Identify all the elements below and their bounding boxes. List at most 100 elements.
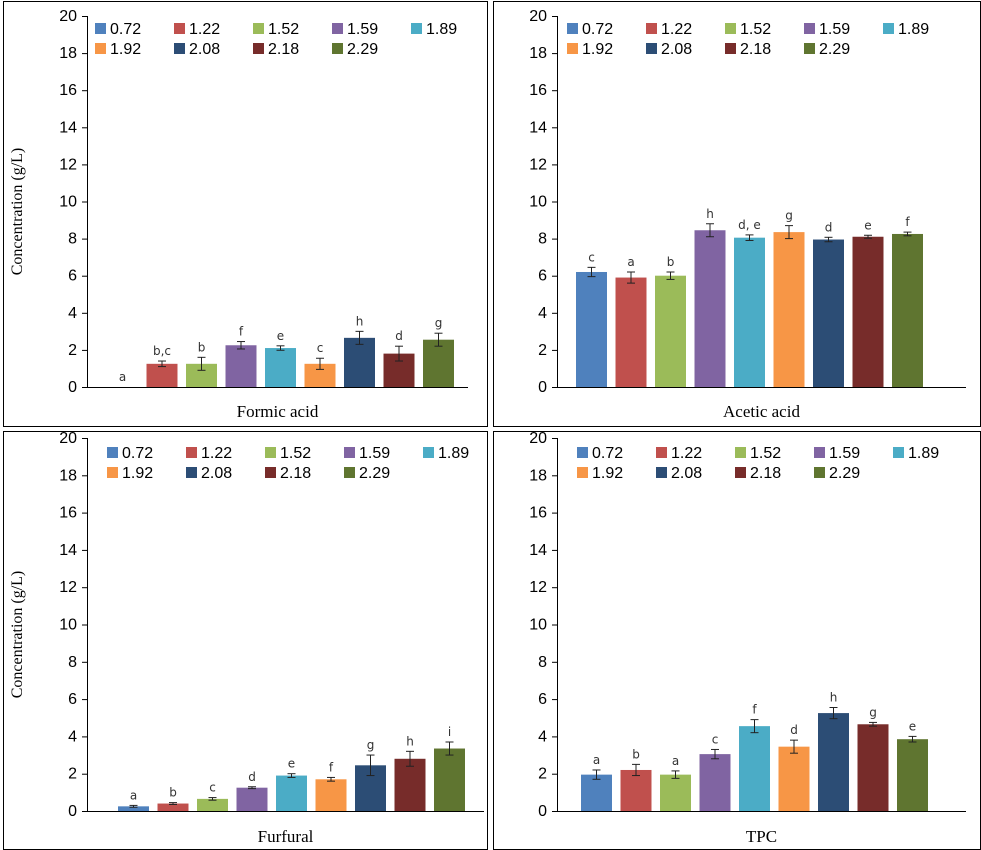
legend-swatch: [186, 467, 197, 478]
legend-entry: 2.18: [740, 41, 771, 58]
y-tick-label: 16: [529, 505, 547, 522]
legend-entry: 1.59: [819, 21, 850, 38]
legend-entry: 2.29: [829, 465, 860, 482]
y-tick-label: 6: [68, 268, 77, 285]
legend-swatch: [411, 23, 422, 34]
chart-panel-1: 0 2 4 6 8 10 12 14 16 18 20 Concentration (g/L) Form…: [3, 1, 488, 427]
legend-entry: 2.29: [819, 41, 850, 58]
significance-label: b: [198, 340, 206, 354]
y-tick-label: 4: [538, 728, 547, 745]
legend-swatch: [893, 447, 904, 458]
legend-swatch: [735, 447, 746, 458]
bar-1.59: [694, 230, 726, 387]
legend-entry: 1.52: [268, 21, 299, 38]
y-tick-label: 14: [59, 119, 77, 136]
y-tick-label: 12: [59, 579, 77, 596]
legend-swatch: [107, 467, 118, 478]
y-tick-label: 10: [59, 194, 77, 211]
y-tick-label: 16: [529, 82, 547, 99]
y-tick-label: 12: [529, 579, 547, 596]
legend-swatch: [804, 43, 815, 54]
legend-swatch: [656, 447, 667, 458]
bar-2.18: [857, 724, 889, 811]
legend-swatch: [735, 467, 746, 478]
bar-1.92: [315, 779, 347, 811]
legend-entry: 1.92: [592, 465, 623, 482]
significance-label: g: [785, 209, 793, 223]
y-tick-label: 2: [538, 342, 547, 359]
significance-label: a: [593, 753, 600, 767]
y-tick-label: 14: [59, 542, 77, 559]
legend-swatch: [804, 23, 815, 34]
legend-entry: 2.08: [201, 465, 232, 482]
legend-swatch: [883, 23, 894, 34]
y-tick-label: 2: [68, 342, 77, 359]
bar-1.59: [236, 787, 268, 811]
bar-2.18: [394, 758, 426, 811]
legend-swatch: [814, 467, 825, 478]
legend-entry: 1.89: [438, 445, 469, 462]
bar-2.29: [423, 339, 454, 387]
bar-1.52: [660, 774, 691, 811]
significance-label: h: [356, 314, 364, 328]
legend-entry: 1.89: [908, 445, 939, 462]
bar-1.52: [197, 798, 228, 811]
significance-label: h: [406, 734, 414, 748]
legend-entry: 1.22: [661, 21, 692, 38]
bar-2.18: [852, 236, 884, 387]
y-tick-label: 6: [538, 268, 547, 285]
bar-1.59: [225, 345, 257, 387]
chart-panel-3: 0 2 4 6 8 10 12 14 16 18 20 Concentration (g/L) Furf…: [3, 430, 488, 850]
legend-swatch: [646, 43, 657, 54]
legend-swatch: [332, 43, 343, 54]
significance-label: f: [905, 215, 910, 229]
legend-entry: 1.92: [110, 41, 141, 58]
legend-entry: 1.22: [201, 445, 232, 462]
significance-label: e: [288, 757, 295, 771]
y-tick-label: 8: [68, 231, 77, 248]
legend-swatch: [577, 447, 588, 458]
y-tick-label: 4: [68, 728, 77, 745]
legend-swatch: [186, 447, 197, 458]
bar-1.92: [778, 746, 810, 811]
legend-entry: 1.92: [122, 465, 153, 482]
y-tick-label: 18: [529, 45, 547, 62]
legend-entry: 1.92: [582, 41, 613, 58]
x-axis-label: Formic acid: [237, 402, 319, 421]
bar-1.22: [620, 769, 652, 811]
legend-entry: 2.08: [189, 41, 220, 58]
y-tick-label: 14: [529, 542, 547, 559]
legend-swatch: [646, 23, 657, 34]
legend-entry: 1.89: [426, 21, 457, 38]
legend-entry: 0.72: [122, 445, 153, 462]
bar-1.89: [276, 775, 307, 811]
significance-label: g: [367, 738, 375, 752]
bar-1.22: [157, 803, 189, 811]
y-tick-label: 0: [538, 379, 547, 396]
legend-swatch: [725, 23, 736, 34]
legend-swatch: [344, 467, 355, 478]
significance-label: e: [864, 218, 871, 232]
bar-1.59: [699, 754, 731, 811]
y-tick-label: 18: [59, 467, 77, 484]
legend-entry: 1.52: [280, 445, 311, 462]
y-tick-label: 10: [59, 617, 77, 634]
y-tick-label: 20: [529, 430, 547, 447]
significance-label: c: [209, 781, 216, 795]
legend-swatch: [577, 467, 588, 478]
legend-swatch: [725, 43, 736, 54]
significance-label: a: [119, 370, 126, 384]
y-tick-label: 6: [538, 691, 547, 708]
significance-label: d, e: [738, 218, 761, 232]
legend-entry: 1.89: [898, 21, 929, 38]
legend-swatch: [253, 23, 264, 34]
y-tick-label: 4: [68, 305, 77, 322]
significance-label: a: [627, 255, 634, 269]
legend-entry: 0.72: [582, 21, 613, 38]
bar-1.89: [265, 348, 296, 387]
legend-entry: 2.29: [347, 41, 378, 58]
y-tick-label: 8: [538, 231, 547, 248]
legend-entry: 2.08: [671, 465, 702, 482]
legend-entry: 2.18: [268, 41, 299, 58]
